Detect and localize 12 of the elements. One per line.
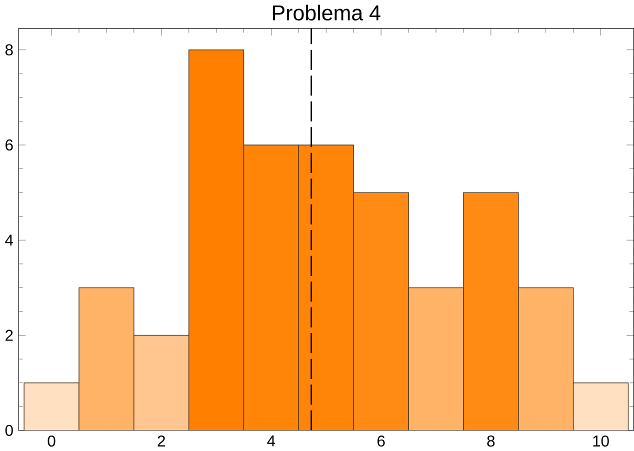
y-tick-label: 4 bbox=[5, 234, 14, 246]
y-tick-label: 2 bbox=[6, 330, 13, 341]
y-tick-label: 6 bbox=[6, 139, 13, 150]
x-tick-label: 6 bbox=[378, 435, 385, 446]
y-tick-label: 0 bbox=[5, 424, 13, 436]
x-tick-label: 0 bbox=[48, 435, 56, 446]
y-tick-label: 8 bbox=[5, 44, 13, 56]
x-tick-label: 8 bbox=[487, 435, 495, 446]
x-tick-label: 2 bbox=[158, 435, 165, 446]
chart-title: Problema 4 bbox=[273, 4, 380, 20]
x-tick-label: 10 bbox=[593, 435, 609, 446]
x-tick-label: 4 bbox=[267, 435, 276, 446]
